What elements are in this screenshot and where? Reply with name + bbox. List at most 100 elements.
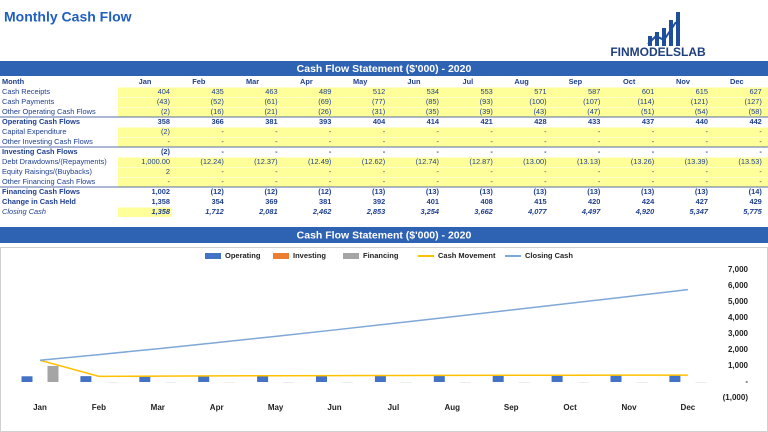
cell: -: [759, 137, 762, 146]
cell: (13.13): [577, 157, 600, 166]
bar: [139, 375, 151, 382]
cell: 2,853: [366, 207, 386, 216]
cell: (43): [157, 97, 170, 106]
cell: (12): [264, 187, 278, 196]
column-header: Mar: [246, 77, 259, 86]
cell: (12): [318, 187, 332, 196]
row-label: Change in Cash Held: [2, 197, 76, 206]
row-label: Debt Drawdowns/(Repayments): [2, 157, 107, 166]
cell: -: [275, 137, 278, 146]
cell: (52): [211, 97, 224, 106]
bar: [80, 376, 92, 382]
cell: -: [329, 127, 332, 136]
cell: (54): [695, 107, 708, 116]
cell: -: [221, 177, 224, 186]
cell: 4,077: [527, 207, 547, 216]
input-cell: [118, 207, 172, 217]
cell: -: [706, 127, 709, 136]
table: Month Jan Feb Mar Apr May Jun Jul Aug Sep Oct Nov De…: [0, 77, 768, 217]
row-label: Operating Cash Flows: [2, 117, 80, 126]
cell: -: [383, 147, 386, 156]
legend-label: Investing: [293, 251, 326, 260]
bar: [374, 375, 386, 382]
column-header: Nov: [676, 77, 691, 86]
cell: (121): [691, 97, 708, 106]
x-tick-label: Apr: [210, 403, 224, 412]
cell: (85): [426, 97, 439, 106]
cell: 429: [749, 197, 761, 206]
cell: (127): [745, 97, 762, 106]
cell: (13.39): [685, 157, 708, 166]
input-cells: [118, 157, 768, 167]
cell: (12.62): [362, 157, 385, 166]
input-cells: [118, 97, 768, 107]
cell: -: [437, 137, 440, 146]
legend-label: Operating: [225, 251, 261, 260]
bar: [198, 375, 210, 382]
cell: -: [490, 137, 493, 146]
logo-icon: [676, 12, 680, 46]
cell: -: [544, 137, 547, 146]
column-header: Jun: [407, 77, 421, 86]
cell: -: [383, 167, 386, 176]
cell: (31): [372, 107, 385, 116]
logo-text: FINMODELSLAB: [610, 45, 706, 59]
cell: 440: [696, 117, 708, 126]
cell: 381: [265, 117, 277, 126]
row-label: Capital Expenditure: [2, 127, 67, 136]
cell: -: [544, 167, 547, 176]
cell: -: [437, 147, 440, 156]
cell: (12.49): [308, 157, 331, 166]
input-cells: [118, 127, 768, 137]
cell: (12.87): [469, 157, 492, 166]
y-tick-label: 5,000: [728, 297, 749, 306]
cell: -: [437, 127, 440, 136]
cell: 2,081: [258, 207, 278, 216]
row-label: Cash Receipts: [2, 87, 50, 96]
cell: (13.26): [631, 157, 654, 166]
cell: -: [168, 137, 171, 146]
y-tick-label: 2,000: [728, 345, 749, 354]
input-cells: [118, 137, 768, 147]
x-tick-label: May: [268, 403, 284, 412]
legend-swatch: [343, 253, 359, 259]
bar: [257, 375, 269, 382]
row-label: Financing Cash Flows: [2, 187, 80, 196]
cell: 435: [211, 87, 223, 96]
cell: -: [329, 167, 332, 176]
cell: (12.74): [416, 157, 439, 166]
y-tick-label: -: [745, 377, 748, 386]
cell: 4,497: [581, 207, 601, 216]
cell: -: [598, 137, 601, 146]
cell: -: [544, 147, 547, 156]
logo-icon: [669, 20, 673, 46]
legend-label: Financing: [363, 251, 399, 260]
cell: (21): [264, 107, 277, 116]
cell: 587: [588, 87, 600, 96]
logo-icon: [662, 28, 666, 46]
bar: [551, 375, 563, 382]
cell: (12.37): [254, 157, 277, 166]
legend-swatch: [273, 253, 289, 259]
chart-border: [0, 247, 768, 432]
line: [39, 359, 688, 378]
cell: (69): [318, 97, 331, 106]
cell: 415: [534, 197, 546, 206]
cell: -: [490, 127, 493, 136]
cell: -: [221, 137, 224, 146]
bar: [316, 375, 327, 382]
cell: 5,775: [743, 207, 762, 216]
cell: -: [329, 137, 332, 146]
logo: FINMODELSLAB: [610, 12, 706, 59]
cell: (43): [533, 107, 546, 116]
cell: (13.00): [523, 157, 546, 166]
cell: (13): [587, 187, 601, 196]
cell: -: [652, 127, 655, 136]
cell: (2): [161, 127, 170, 136]
cell: 354: [211, 197, 224, 206]
cell: 408: [480, 197, 492, 206]
cell: (93): [480, 97, 493, 106]
bar: [610, 374, 622, 382]
x-tick-label: Jul: [388, 403, 400, 412]
cell: 404: [158, 87, 170, 96]
